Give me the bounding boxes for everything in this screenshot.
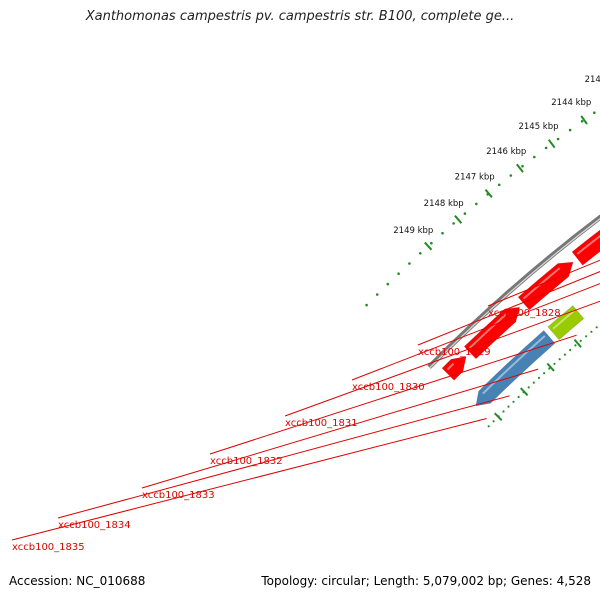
gene-label[interactable]: xccb100_1830 (352, 382, 425, 393)
reverse-gene-arrow-1832[interactable] (547, 305, 585, 341)
kbp-tick-mark (424, 241, 433, 251)
gene-highlight (576, 234, 600, 255)
kbp-tick-label: 2148 kbp (424, 199, 464, 209)
gene-highlight (522, 267, 561, 300)
gene-label-leader (284, 300, 600, 417)
gene-highlight (468, 312, 508, 349)
genome-backbone-highlight (429, 218, 600, 369)
kbp-tick-label: 2144 kbp (551, 98, 591, 108)
reverse-gene-arrow-1834[interactable] (475, 330, 556, 407)
genome-summary-text: Topology: circular; Length: 5,079,002 bp… (261, 574, 591, 588)
kbp-tick-label: 2145 kbp (518, 122, 558, 132)
gene-label-leader (57, 395, 510, 519)
kbp-tick-layer: 2138 kbp2139 kbp2140 kbp2141 kbp2142 kbp… (365, 75, 600, 307)
gene-highlight (482, 335, 546, 395)
gene-highlight (446, 362, 455, 371)
inner-scale-tick (519, 387, 529, 396)
gene-label-leader (487, 259, 600, 307)
kbp-tick-label: 2147 kbp (455, 173, 495, 183)
map-title: Xanthomonas campestris pv. campestris st… (85, 9, 515, 24)
gene-label-leader (417, 271, 600, 346)
gene-label-leader (209, 334, 577, 455)
kbp-tick-mark (484, 188, 493, 198)
kbp-scale-dots (365, 111, 596, 307)
gene-label[interactable]: xccb100_1833 (142, 490, 215, 501)
kbp-tick-label: 2146 kbp (486, 147, 526, 157)
forward-gene-arrow-1[interactable] (441, 356, 467, 381)
kbp-tick-label: 2143 kbp (585, 75, 600, 85)
gene-label[interactable]: xccb100_1829 (418, 347, 491, 358)
kbp-tick-mark (454, 215, 463, 224)
inner-scale-tick (573, 338, 582, 348)
gene-label-layer: xccb100_1828xccb100_1829xccb100_1830xccb… (11, 259, 600, 553)
kbp-tick-mark (547, 139, 556, 149)
gene-label-leader (11, 418, 487, 541)
inner-scale-tick (546, 362, 555, 372)
gene-label[interactable]: xccb100_1834 (58, 520, 131, 531)
gene-label[interactable]: xccb100_1832 (210, 456, 283, 467)
gene-label-leader (351, 283, 600, 381)
accession-text: Accession: NC_010688 (9, 574, 146, 588)
kbp-tick-mark (580, 115, 588, 125)
forward-gene-arrow-3[interactable] (517, 261, 574, 311)
gene-label[interactable]: xccb100_1835 (12, 542, 85, 553)
kbp-tick-mark (516, 163, 524, 173)
gene-label[interactable]: xccb100_1831 (285, 418, 358, 429)
inner-scale-tick (493, 412, 503, 422)
gene-label-leader (141, 368, 539, 489)
kbp-tick-label: 2149 kbp (393, 226, 433, 236)
forward-gene-arrow-4[interactable] (571, 224, 600, 266)
